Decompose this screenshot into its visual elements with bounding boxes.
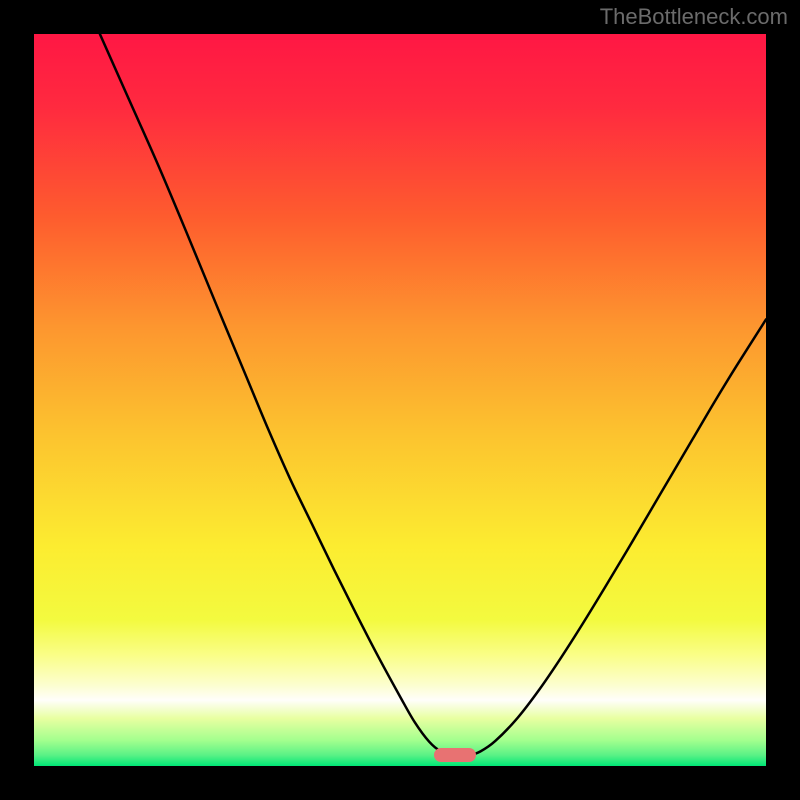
watermark-text: TheBottleneck.com <box>600 4 788 30</box>
bottleneck-curve <box>34 34 766 766</box>
minimum-marker <box>434 748 476 762</box>
plot-area <box>34 34 766 766</box>
